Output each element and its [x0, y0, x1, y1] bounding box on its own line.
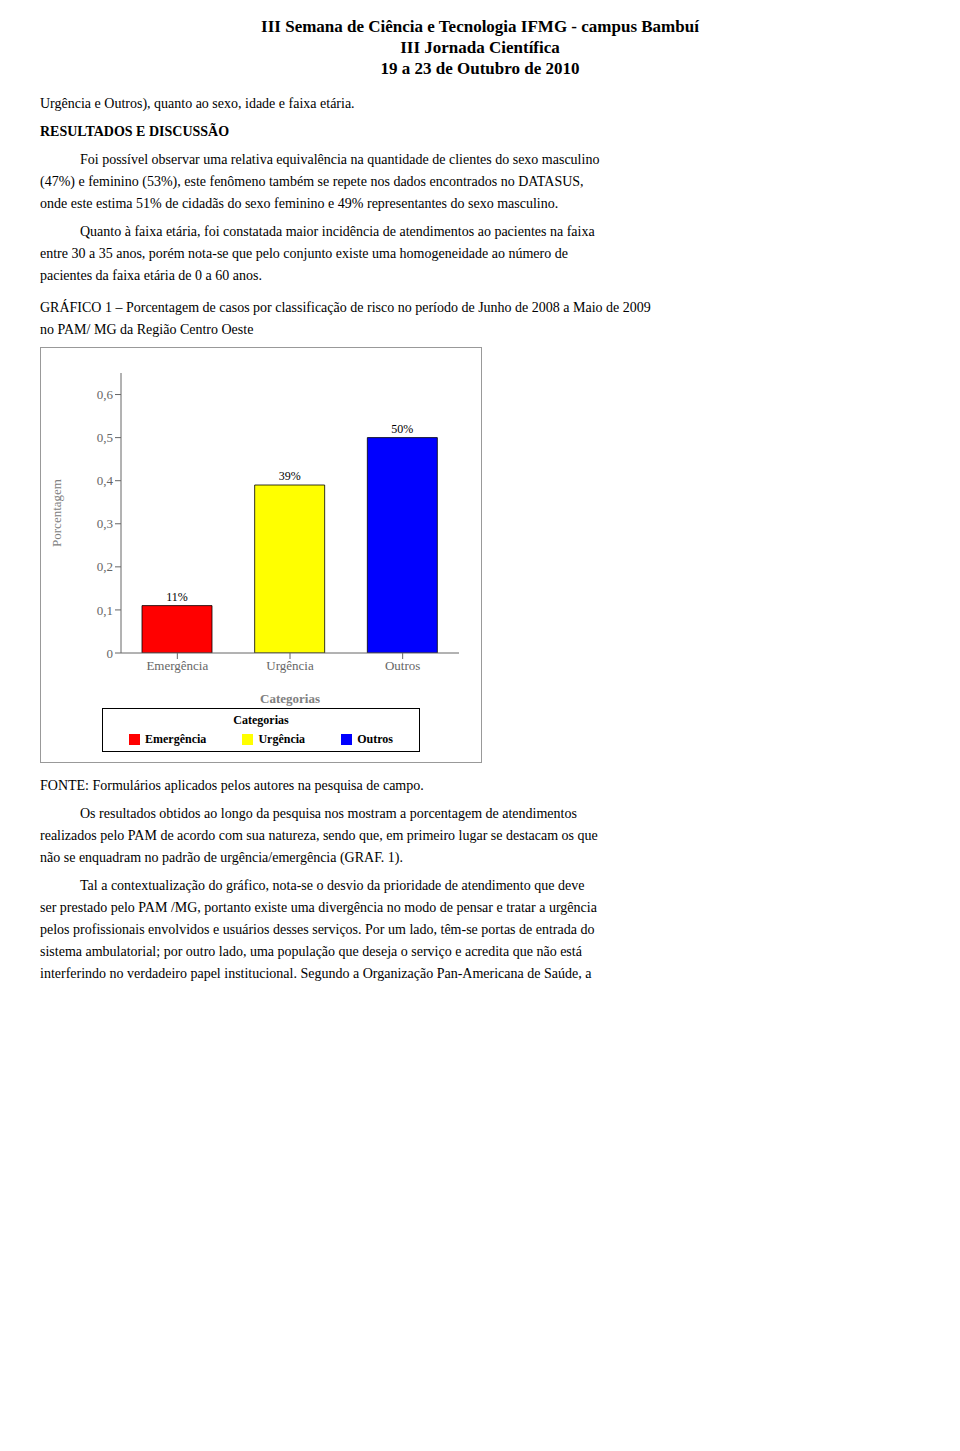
html-text:(47%) e feminino (53%), este f: (47%) e feminino (53%), este fenômeno ta… — [40, 174, 584, 189]
html-text:Quanto à faixa etária, foi con: Quanto à faixa etária, foi constatada ma… — [80, 224, 595, 239]
svg-text:0,2: 0,2 — [97, 559, 113, 574]
svg-text:Emergência: Emergência — [146, 658, 208, 673]
html-text:não se enquadram no padrão de: não se enquadram no padrão de urgência/e… — [40, 850, 403, 865]
svg-text:0,1: 0,1 — [97, 603, 113, 618]
html-text:pacientes da faixa etária de 0: pacientes da faixa etária de 0 a 60 anos… — [40, 268, 262, 283]
html-text:interferindo no verdadeiro pap: interferindo no verdadeiro papel institu… — [40, 966, 592, 981]
svg-text:Urgência: Urgência — [266, 658, 314, 673]
html-text:Foi possível observar uma rela: Foi possível observar uma relativa equiv… — [80, 152, 600, 167]
svg-text:Categorias: Categorias — [260, 691, 320, 706]
svg-text:50%: 50% — [391, 422, 413, 436]
html-text:RESULTADOS E DISCUSSÃO: RESULTADOS E DISCUSSÃO — [40, 124, 230, 139]
html-text:pelos profissionais envolvidos: pelos profissionais envolvidos e usuário… — [40, 922, 595, 937]
svg-text:0,3: 0,3 — [97, 516, 113, 531]
html-text:Urgência e Outros), quanto ao: Urgência e Outros), quanto ao sexo, idad… — [40, 96, 355, 111]
html-text:III Jornada Científica: III Jornada Científica — [400, 38, 560, 57]
html-text:Urgência: Urgência — [258, 732, 306, 746]
html-text:Os resultados obtidos ao longo: Os resultados obtidos ao longo da pesqui… — [80, 806, 577, 821]
svg-text:Outros: Outros — [385, 658, 420, 673]
html-text:19 a 23 de Outubro de 2010: 19 a 23 de Outubro de 2010 — [380, 59, 580, 78]
svg-text:0: 0 — [107, 646, 114, 661]
html-text:ser prestado pelo PAM /MG, por: ser prestado pelo PAM /MG, portanto exis… — [40, 900, 597, 915]
html-text:Categorias: Categorias — [233, 713, 289, 727]
html-text:GRÁFICO 1 – Porcentagem de cas: GRÁFICO 1 – Porcentagem de casos por cla… — [40, 300, 651, 315]
html-text:Outros: Outros — [357, 732, 393, 746]
html-text:III Semana de Ciência e Tecnol: III Semana de Ciência e Tecnologia IFMG … — [261, 17, 699, 36]
html-text:Tal a contextualização do gráf: Tal a contextualização do gráfico, nota-… — [80, 878, 585, 893]
html-text:Emergência: Emergência — [145, 732, 207, 746]
html-text:onde este estima 51% de cidadã: onde este estima 51% de cidadãs do sexo … — [40, 196, 559, 211]
html-text:sistema ambulatorial; por outr: sistema ambulatorial; por outro lado, um… — [40, 944, 582, 959]
html-text:entre 30 a 35 anos, porém nota: entre 30 a 35 anos, porém nota-se que pe… — [40, 246, 568, 261]
svg-text:39%: 39% — [279, 469, 301, 483]
svg-text:0,6: 0,6 — [97, 387, 114, 402]
html-text:realizados pelo PAM de acordo: realizados pelo PAM de acordo com sua na… — [40, 828, 598, 843]
html-text:FONTE: Formulários aplicados p: FONTE: Formulários aplicados pelos autor… — [40, 778, 424, 793]
svg-text:0,5: 0,5 — [97, 430, 113, 445]
svg-text:11%: 11% — [166, 590, 188, 604]
html-text:no PAM/ MG da Região Centro Oe: no PAM/ MG da Região Centro Oeste — [40, 322, 254, 337]
svg-text:Porcentagem: Porcentagem — [49, 479, 64, 547]
svg-text:0,4: 0,4 — [97, 473, 114, 488]
